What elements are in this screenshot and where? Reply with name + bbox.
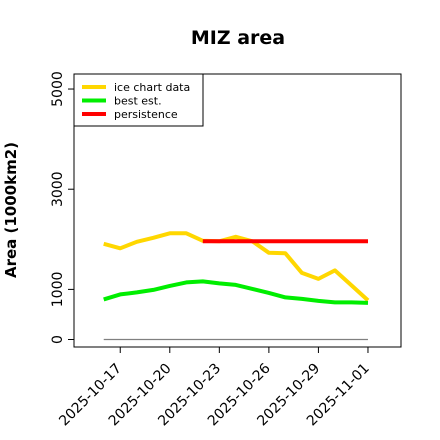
legend-label: best est. [114, 95, 162, 108]
legend-label: persistence [114, 108, 178, 121]
series-lines [103, 231, 370, 305]
legend-label: ice chart data [114, 81, 190, 94]
y-tick-label: 3000 [50, 171, 66, 207]
series-line-ice-chart-data [103, 231, 370, 302]
chart-title: MIZ area [191, 27, 285, 49]
y-axis-label: Area (1000km2) [2, 142, 20, 278]
series-line-best-est- [103, 279, 369, 305]
y-tick-label: 5000 [50, 71, 66, 107]
y-tick-label: 1000 [50, 272, 66, 308]
plot-frame [73, 73, 402, 348]
y-tick-label: 0 [50, 335, 66, 344]
